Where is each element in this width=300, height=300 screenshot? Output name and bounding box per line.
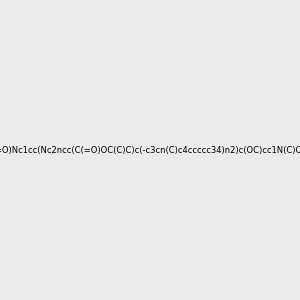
Text: C=CC(=O)Nc1cc(Nc2ncc(C(=O)OC(C)C)c(-c3cn(C)c4ccccc34)n2)c(OC)cc1N(C)CCN(C)C: C=CC(=O)Nc1cc(Nc2ncc(C(=O)OC(C)C)c(-c3cn…	[0, 146, 300, 154]
